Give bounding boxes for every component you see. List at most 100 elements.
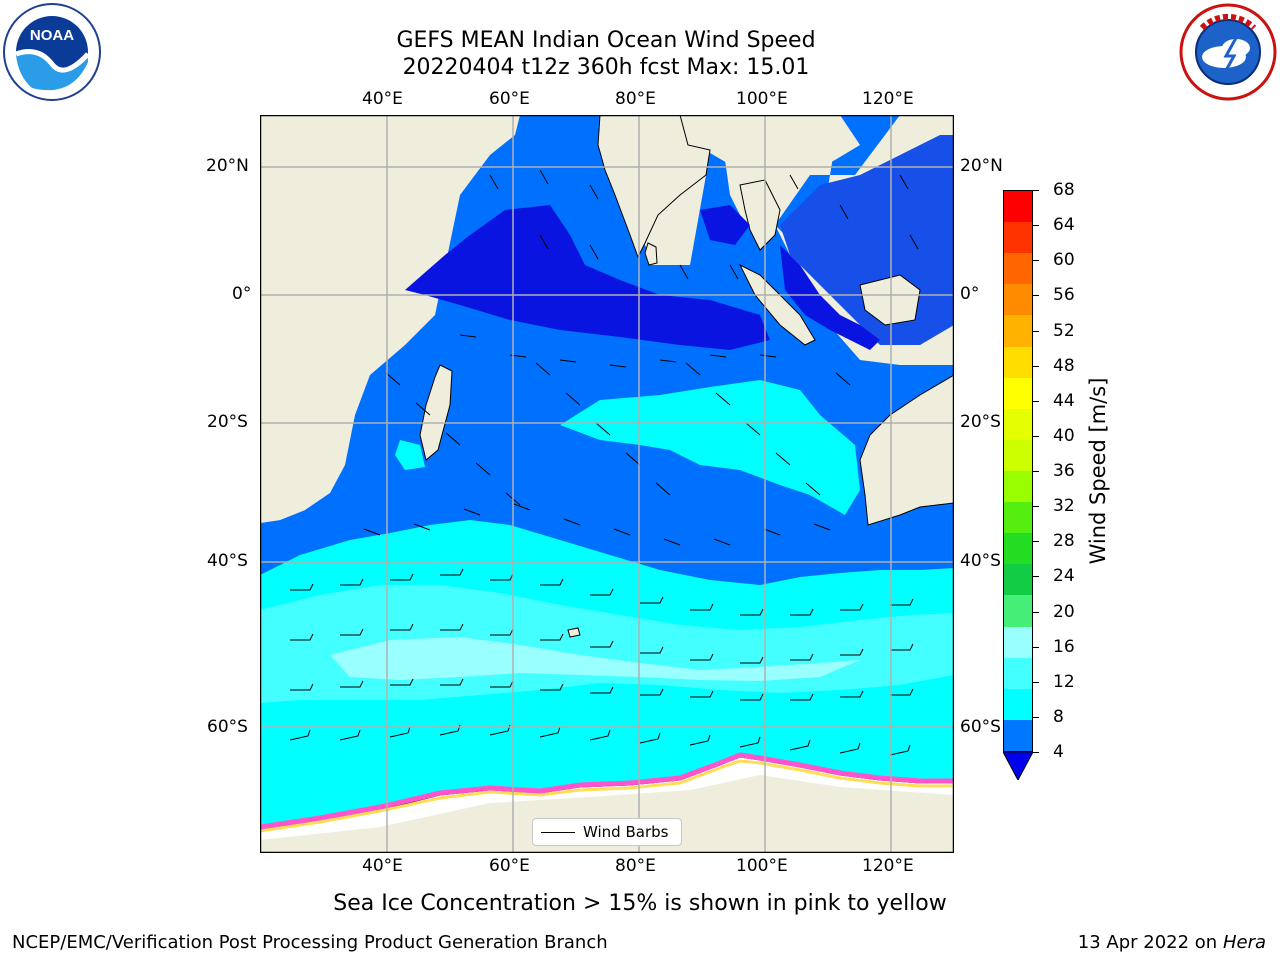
colorbar-tick-label: 24 [1053,566,1075,587]
colorbar-tick-mark [1033,681,1039,683]
colorbar-tick-label: 68 [1053,180,1075,200]
legend-label: Wind Barbs [583,823,669,841]
colorbar-tick-mark [1033,716,1039,718]
legend-line-icon [541,832,575,833]
lat-tick-left: 60°S [207,717,248,737]
land-mass [419,364,453,461]
colorbar-tick-label: 40 [1053,425,1075,446]
colorbar-segment [1004,502,1032,534]
footer-credit: NCEP/EMC/Verification Post Processing Pr… [12,932,608,953]
colorbar-segment [1004,595,1032,627]
colorbar-tick-mark [1033,435,1039,437]
land-mass [644,242,658,266]
colorbar-tick-label: 16 [1053,636,1075,657]
lat-tick-left: 20°N [206,156,249,176]
sea-ice-caption: Sea Ice Concentration > 15% is shown in … [333,891,947,916]
colorbar-ticks: 68 64 60 56 52 48 44 40 36 32 28 24 20 16 12 8 4 [1033,180,1093,762]
colorbar-tick-label: 56 [1053,285,1075,306]
colorbar-segment [1004,346,1032,378]
sea-ice-edge [260,759,954,833]
colorbar-tick-label: 20 [1053,601,1075,622]
colorbar-tick-mark [1033,646,1039,648]
colorbar-segment [1004,253,1032,285]
colorbar-tick-mark [1033,225,1039,227]
colorbar-segment [1004,657,1032,689]
colorbar-tick-mark [1033,541,1039,543]
colorbar-segment [1004,564,1032,596]
colorbar-label: Wind Speed [m/s] [1086,377,1110,565]
colorbar-tick-label: 48 [1053,355,1075,376]
colorbar-tick-label: 52 [1053,320,1075,341]
footer-machine: Hera [1222,932,1266,953]
lat-tick-left: 40°S [207,551,248,571]
wind-speed-map [260,115,954,853]
lon-tick-top: 120°E [862,89,914,109]
land-mass [597,115,711,259]
noaa-logo: NOAA [2,2,102,102]
wind-barbs [289,169,919,756]
lat-tick-right: 60°S [960,717,1001,737]
land-mass [260,115,490,523]
colorbar-segment [1004,470,1032,503]
lat-tick-right: 20°S [960,412,1001,432]
antarctica [260,775,954,853]
lat-tick-left: 20°S [207,412,248,432]
colorbar-tick-label: 4 [1053,742,1064,762]
lon-tick-bottom: 120°E [862,856,914,876]
lon-tick-top: 40°E [362,89,403,109]
colorbar-tick-mark [1033,190,1039,191]
colorbar-segment [1004,626,1032,658]
colorbar-tick-label: 64 [1053,215,1075,236]
map-frame [260,115,954,853]
low-wind-region [700,205,750,245]
colorbar-tick-mark [1033,365,1039,367]
colorbar-segment [1004,191,1032,223]
colorbar-tick-label: 44 [1053,390,1075,411]
lon-tick-bottom: 40°E [362,856,403,876]
colorbar-extend-arrow [1002,751,1034,782]
trade-wind-region [395,440,425,470]
nws-logo [1178,2,1278,102]
land-mass [859,274,921,326]
westerly-band [330,637,860,681]
trade-wind-region [560,380,860,515]
colorbar-tick-label: 60 [1053,250,1075,271]
land-mass [738,263,816,346]
forecast-subtitle: 20220404 t12z 360h fcst Max: 15.01 [402,55,810,80]
colorbar-tick-mark [1033,471,1039,472]
lon-tick-bottom: 80°E [615,856,656,876]
footer-date-text: 13 Apr 2022 on [1077,932,1218,953]
graticule [260,115,954,853]
lon-tick-bottom: 60°E [489,856,530,876]
colorbar-segment [1004,222,1032,254]
svg-text:NOAA: NOAA [30,27,74,44]
colorbar-tick-label: 32 [1053,496,1075,517]
colorbar-segment [1004,439,1032,471]
colorbar-segment [1004,719,1032,751]
lon-tick-top: 100°E [736,89,788,109]
chart-title: GEFS MEAN Indian Ocean Wind Speed [396,28,816,53]
colorbar-tick-mark [1033,260,1039,262]
lon-tick-bottom: 100°E [736,856,788,876]
low-wind-region [780,245,880,350]
land-mass [739,179,781,251]
colorbar-tick-mark [1033,611,1039,613]
land-mass [859,374,954,526]
sea-ice-edge [260,752,954,830]
lat-tick-right: 40°S [960,551,1001,571]
lon-tick-top: 80°E [615,89,656,109]
lat-tick-right: 20°N [960,156,1003,176]
land-mass [567,627,581,638]
footer-date: 13 Apr 2022 on Hera [1078,932,1266,953]
colorbar-tick-label: 36 [1053,461,1075,481]
colorbar-segment [1004,533,1032,565]
lat-tick-left: 0° [232,284,252,304]
low-wind-region [405,205,770,350]
colorbar-tick-label: 28 [1053,531,1075,552]
colorbar [1003,190,1033,752]
colorbar-segment [1004,315,1032,347]
colorbar-tick-mark [1033,506,1039,508]
colorbar-tick-mark [1033,752,1039,753]
colorbar-tick-label: 8 [1053,706,1064,727]
colorbar-segment [1004,688,1032,720]
